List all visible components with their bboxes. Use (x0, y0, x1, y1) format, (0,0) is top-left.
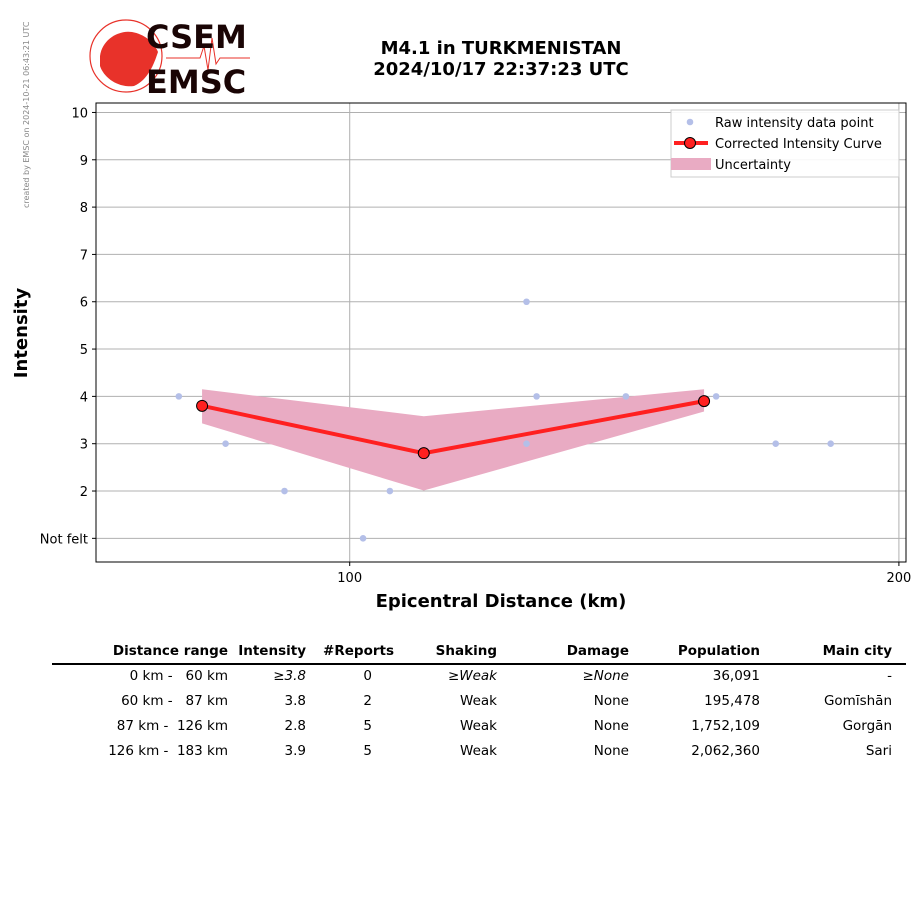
legend-curve-label: Corrected Intensity Curve (715, 137, 882, 152)
cell-shaking: Weak (460, 693, 497, 709)
cell-damage: None (593, 718, 629, 734)
y-tick-label: 7 (80, 248, 88, 263)
cell-main-city: Sari (865, 743, 892, 759)
corrected-curve-point (196, 399, 209, 412)
svg-text:CSEM: CSEM (146, 18, 247, 56)
legend-uncertainty-swatch (671, 158, 711, 170)
emsc-logo: CSEM EMSC (89, 18, 250, 98)
y-axis-label: Intensity (11, 288, 32, 379)
uncertainty-band (202, 389, 705, 491)
raw-data-point (712, 393, 720, 400)
cell-intensity: 3.8 (284, 693, 306, 709)
cell-main-city: Gomīshān (823, 693, 892, 709)
cell-distance-range: 0 km - 60 km (129, 668, 228, 684)
y-tick-label: 6 (80, 296, 88, 311)
cell-damage: None (593, 693, 629, 709)
legend-uncertainty-label: Uncertainty (715, 158, 791, 173)
title-line-2: 2024/10/17 22:37:23 UTC (373, 59, 629, 80)
raw-data-point (622, 393, 630, 400)
cell-population: 36,091 (712, 668, 760, 684)
cell-reports: 5 (363, 743, 372, 759)
header-distance-range: Distance range (112, 643, 228, 659)
y-tick-label: 2 (80, 485, 88, 500)
svg-text:EMSC: EMSC (146, 63, 246, 98)
cell-main-city: Gorgān (842, 718, 892, 734)
corrected-curve-point (417, 447, 430, 460)
cell-reports: 0 (363, 668, 372, 684)
cell-distance-range: 126 km - 183 km (108, 743, 228, 759)
header-shaking: Shaking (435, 643, 497, 659)
y-tick-label: 10 (71, 106, 88, 121)
cell-distance-range: 60 km - 87 km (121, 693, 228, 709)
cell-damage: None (593, 743, 629, 759)
y-tick-label: 3 (80, 438, 88, 453)
cell-intensity: ≥3.8 (273, 668, 306, 684)
header-intensity: Intensity (238, 643, 306, 659)
header-population: Population (677, 643, 760, 659)
cell-reports: 5 (363, 718, 372, 734)
header-reports: #Reports (323, 643, 394, 659)
y-tick-label: 9 (80, 154, 88, 169)
intensity-chart: Not felt 2 3 4 5 6 7 8 9 10 100 200 Epicentral Dista… (11, 102, 911, 612)
cell-shaking: Weak (460, 743, 497, 759)
chart-title: M4.1 in TURKMENISTAN 2024/10/17 22:37:23… (300, 38, 702, 80)
title-line-1: M4.1 in TURKMENISTAN (380, 38, 622, 59)
raw-data-point (386, 487, 394, 495)
y-tick-label: Not felt (40, 532, 88, 547)
header-damage: Damage (566, 643, 629, 659)
raw-data-point (523, 440, 530, 448)
legend (670, 109, 900, 178)
raw-data-point (533, 393, 540, 400)
raw-data-point (523, 298, 530, 306)
y-tick-label: 4 (80, 390, 88, 405)
cell-shaking: Weak (460, 718, 497, 734)
y-tick-label: 8 (80, 201, 88, 216)
raw-data-point (827, 440, 834, 448)
legend-raw-label: Raw intensity data point (715, 116, 874, 131)
x-axis-label: Epicentral Distance (km) (376, 591, 627, 612)
cell-reports: 2 (363, 693, 372, 709)
x-tick-label: 100 (337, 571, 362, 586)
raw-data-point (175, 393, 183, 400)
cell-intensity: 3.9 (284, 743, 306, 759)
raw-data-point (359, 535, 367, 542)
y-tick-label: 5 (80, 343, 88, 358)
raw-data-point (772, 440, 780, 448)
plot-frame (95, 102, 907, 563)
x-tick-label: 200 (886, 571, 911, 586)
cell-population: 1,752,109 (691, 718, 760, 734)
cell-distance-range: 87 km - 126 km (116, 718, 228, 734)
header-main-city: Main city (822, 643, 892, 659)
cell-damage: ≥None (582, 668, 629, 684)
corrected-curve-point (698, 395, 711, 408)
raw-data-point (222, 440, 229, 448)
cell-main-city: - (887, 668, 892, 684)
raw-data-point (281, 487, 288, 495)
cell-population: 2,062,360 (691, 743, 760, 759)
cell-intensity: 2.8 (284, 718, 306, 734)
cell-shaking: ≥Weak (447, 668, 497, 684)
legend-raw-marker (686, 118, 694, 126)
table-header-rule (52, 663, 906, 665)
legend-curve-marker (684, 137, 696, 149)
cell-population: 195,478 (704, 693, 760, 709)
